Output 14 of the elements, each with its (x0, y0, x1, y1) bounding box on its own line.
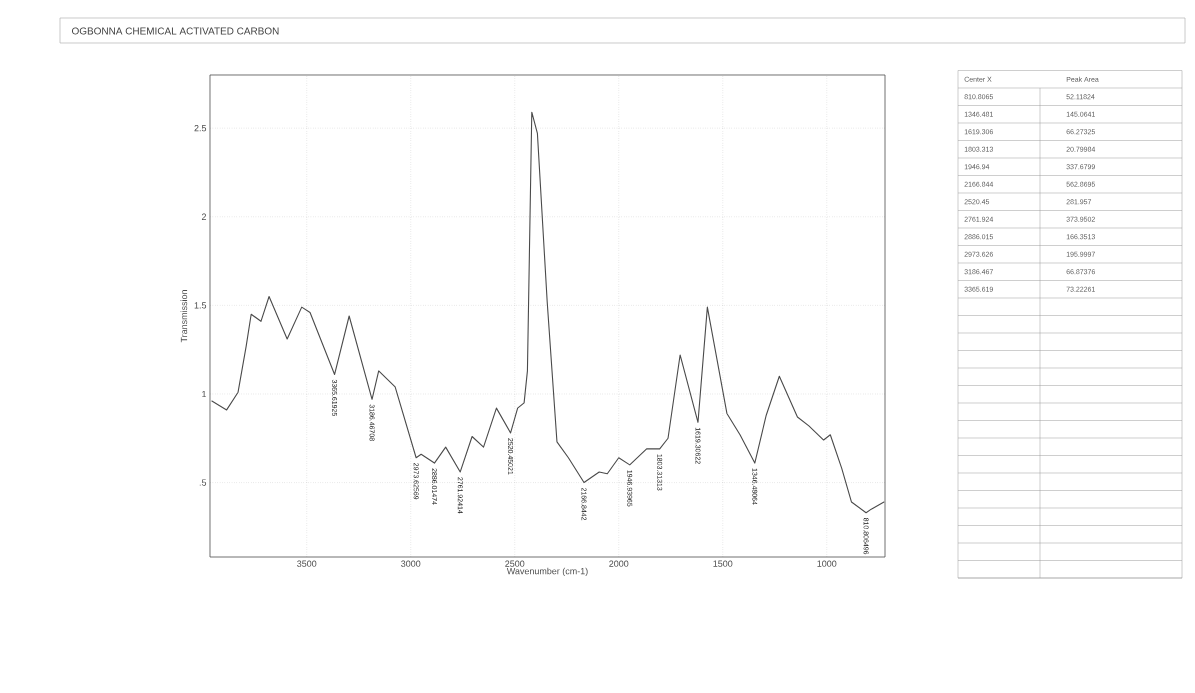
y-tick-label: 1 (202, 390, 207, 398)
y-axis-title: Transmission (180, 290, 188, 343)
y-tick-label: 1.5 (194, 302, 207, 309)
x-tick-label: 1500 (713, 560, 733, 567)
x-tick-label: 1000 (817, 560, 837, 567)
chart-title: OGBONNA CHEMICAL ACTIVATED CARBON (71, 27, 279, 35)
x-tick-label: 2000 (609, 560, 629, 567)
x-tick-label: 3500 (297, 560, 317, 567)
x-tick-label: 3000 (401, 560, 421, 567)
y-tick-label: 2.5 (194, 124, 207, 132)
y-tick-label: 2 (201, 213, 207, 220)
y-tick-label: .5 (199, 479, 207, 486)
x-axis-title: Wavenumber (cm-1) (506, 567, 588, 577)
x-tick-label: 2500 (505, 560, 525, 567)
